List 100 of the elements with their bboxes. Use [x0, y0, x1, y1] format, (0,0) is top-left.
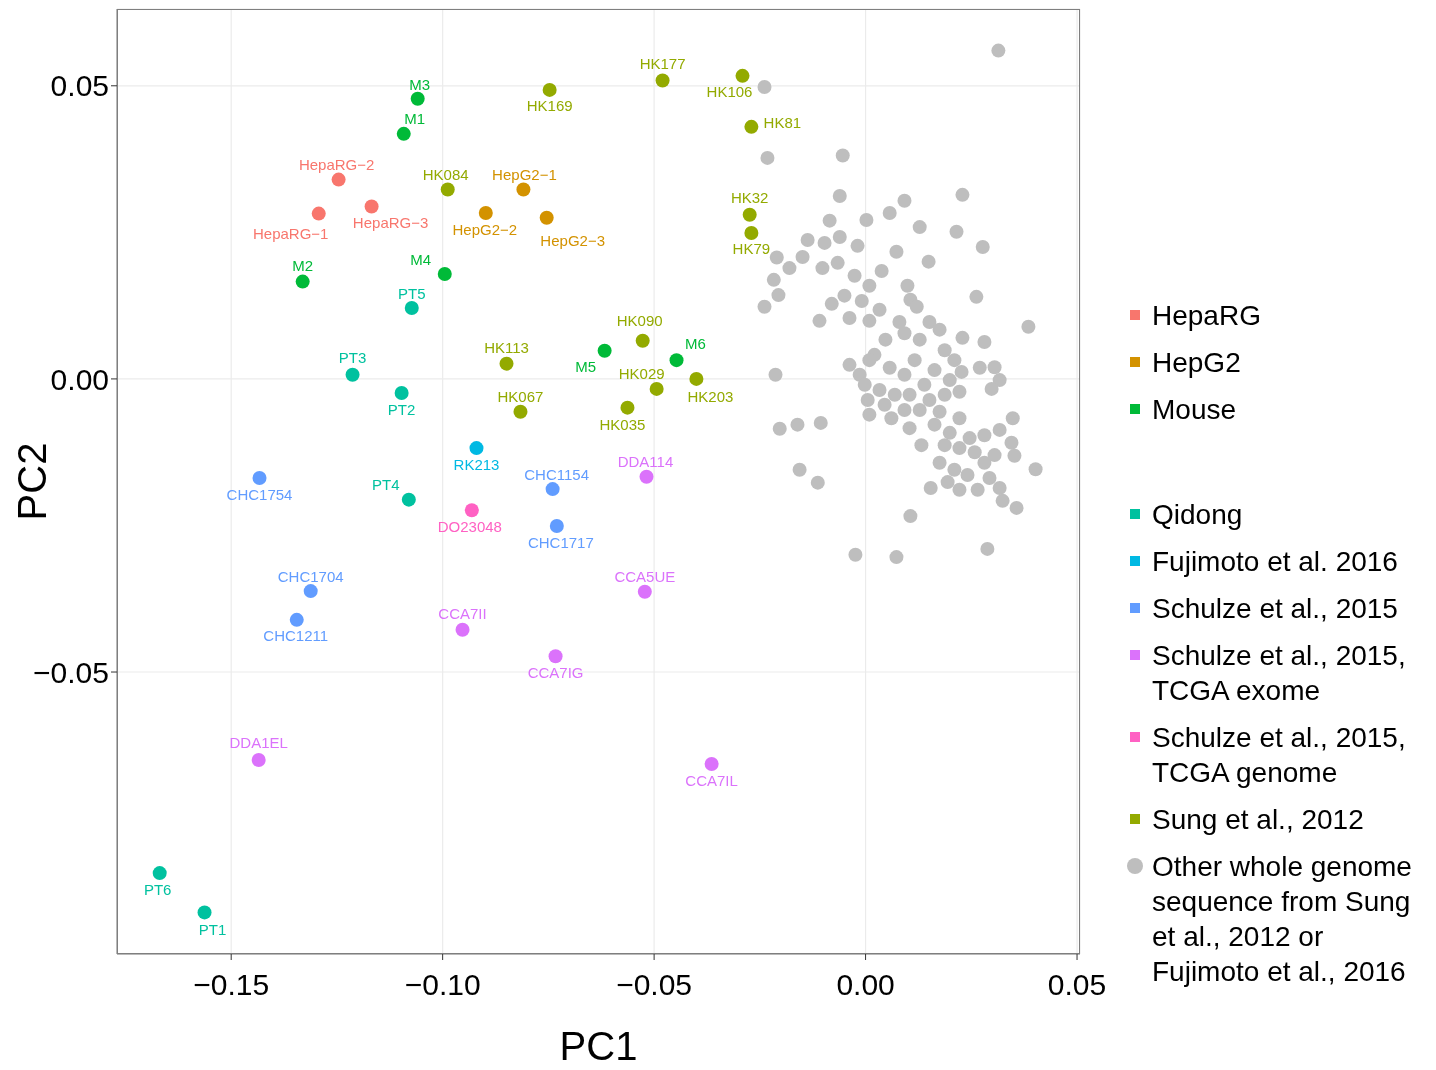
point [404, 300, 419, 315]
legend-label: Sung et al., 2012 [1152, 803, 1365, 837]
data-label: M6 [685, 334, 706, 352]
point [197, 905, 212, 920]
data-label: HepaRG−2 [298, 156, 375, 174]
point [669, 353, 684, 368]
point [410, 91, 425, 106]
legend-label: HepG2 [1152, 346, 1242, 380]
legend-label: Schulze et al., 2015, TCGA genome [1152, 721, 1407, 790]
point [394, 385, 409, 400]
point [597, 343, 612, 358]
data-label: DDA114 [617, 453, 674, 471]
point [542, 82, 557, 97]
legend-label: Schulze et al., 2015 [1152, 592, 1399, 626]
point [499, 356, 514, 371]
data-label: PT1 [198, 920, 227, 938]
point [437, 266, 452, 281]
point [152, 866, 167, 881]
point [549, 519, 564, 534]
data-label: HK32 [730, 189, 769, 207]
point [252, 470, 267, 485]
point [513, 404, 528, 419]
x-tick-label: −0.15 [193, 968, 270, 1002]
point [311, 206, 326, 221]
point [516, 182, 531, 197]
data-label: CCA7IL [685, 771, 738, 789]
y-tick-label: −0.05 [33, 655, 109, 689]
data-label: RK213 [453, 455, 500, 473]
data-label: M3 [409, 76, 431, 94]
data-label: HepG2−2 [452, 220, 518, 238]
point [620, 400, 635, 415]
point [539, 210, 554, 225]
data-label: HK169 [526, 97, 573, 115]
data-label: HepG2−3 [540, 232, 606, 250]
point [455, 622, 470, 637]
data-label: PT5 [398, 285, 426, 303]
x-tick-label: 0.00 [836, 968, 895, 1002]
data-label: HK79 [732, 240, 771, 258]
data-label: HepaRG−1 [253, 225, 329, 243]
data-label: HK035 [599, 416, 646, 434]
data-label: HK81 [763, 114, 802, 132]
y-tick-label: 0.00 [50, 362, 109, 396]
data-label: HK203 [687, 388, 734, 406]
data-label: M1 [404, 110, 426, 128]
data-label: CCA7IG [527, 663, 584, 681]
data-label: HK067 [497, 388, 544, 406]
data-label: CHC1717 [527, 533, 594, 551]
point [744, 119, 759, 134]
point [637, 584, 652, 599]
point [478, 206, 493, 221]
y-axis-title: PC2 [10, 442, 55, 521]
data-label: HK106 [706, 83, 753, 101]
data-label: PT6 [143, 880, 172, 898]
x-axis-title: PC1 [559, 1024, 638, 1068]
point [396, 126, 411, 141]
point [401, 492, 416, 507]
point [744, 225, 759, 240]
data-label: DDA1EL [229, 734, 288, 752]
x-tick-label: 0.05 [1047, 968, 1107, 1002]
x-tick-label: −0.05 [616, 968, 693, 1002]
legend-label: Other whole genome sequence from Sung et al., 2012 or Fujimoto et al., 2016 [1152, 850, 1413, 989]
point [649, 381, 664, 396]
point [545, 482, 560, 497]
point [464, 503, 479, 518]
point [548, 649, 563, 664]
point [295, 274, 310, 289]
legend-label: Qidong [1152, 498, 1244, 532]
point [289, 612, 304, 627]
data-label: HK084 [422, 166, 469, 184]
point [251, 752, 266, 767]
data-label: HK177 [639, 55, 686, 73]
data-label: HepaRG−3 [352, 214, 429, 232]
point [364, 199, 379, 214]
point [655, 73, 670, 88]
data-label: CHC1754 [226, 486, 293, 504]
legend-label: Schulze et al., 2015, TCGA exome [1152, 639, 1407, 708]
y-tick-label: 0.05 [50, 69, 109, 103]
data-label: HK113 [484, 339, 529, 357]
point [742, 207, 757, 222]
point [635, 333, 650, 348]
data-label: M5 [575, 358, 597, 376]
point [469, 441, 484, 456]
data-label: M4 [410, 251, 432, 269]
data-label: PT4 [372, 476, 400, 494]
data-label: CHC1704 [277, 567, 344, 585]
point [689, 371, 704, 386]
data-label: CHC1211 [263, 627, 329, 645]
data-label: M2 [292, 257, 314, 275]
point [331, 172, 346, 187]
legend-label: Mouse [1152, 393, 1238, 427]
legend-label: HepaRG [1152, 299, 1262, 333]
data-label: CHC1154 [524, 465, 589, 483]
data-label: CCA7II [438, 605, 487, 623]
data-label: HK090 [616, 312, 663, 330]
point [704, 757, 719, 772]
data-label: HepG2−1 [492, 166, 557, 184]
point [303, 584, 318, 599]
data-label: PT2 [387, 401, 416, 419]
point [345, 367, 360, 382]
point [440, 182, 455, 197]
